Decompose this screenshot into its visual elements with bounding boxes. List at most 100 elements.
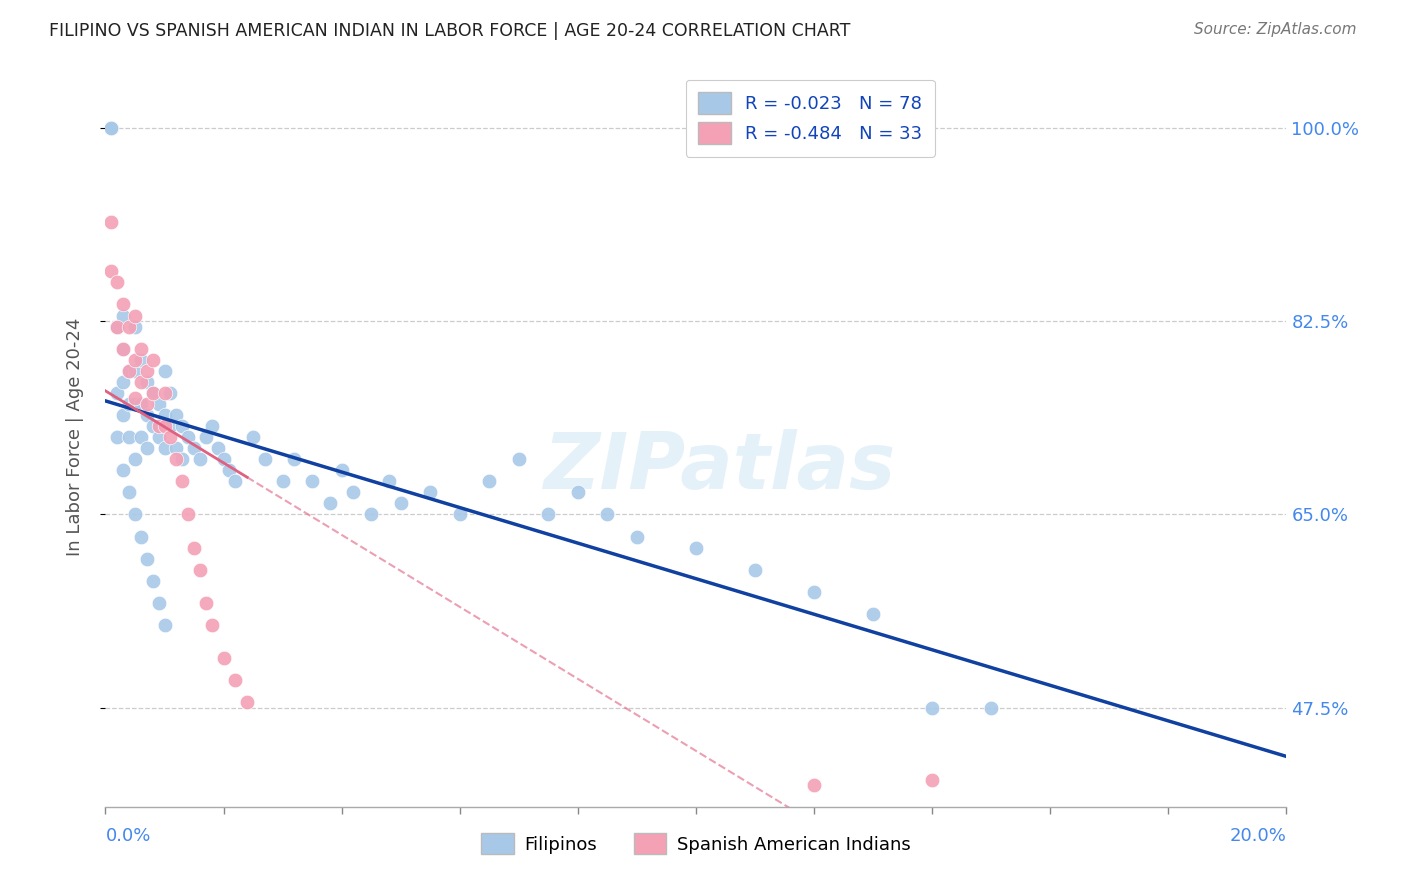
Point (153, 408, 176, 422)
Point (253, 452, 276, 467)
Point (201, 419, 224, 434)
Point (124, 352, 146, 367)
Point (129, 529, 152, 543)
Point (112, 408, 135, 422)
Point (148, 419, 170, 434)
Text: 0.0%: 0.0% (105, 827, 150, 845)
Point (165, 408, 187, 422)
Point (218, 463, 240, 477)
Point (271, 475, 294, 489)
Point (177, 508, 200, 522)
Point (118, 485, 141, 500)
Point (449, 508, 471, 522)
Point (389, 496, 412, 510)
Point (224, 673, 246, 688)
Point (153, 364, 176, 378)
Point (105, 319, 128, 334)
Point (142, 419, 165, 434)
Point (478, 475, 501, 489)
Text: ZIPatlas: ZIPatlas (544, 429, 896, 505)
Point (129, 352, 152, 367)
Point (105, 385, 128, 400)
Point (142, 574, 165, 588)
Point (419, 485, 441, 500)
Point (129, 342, 152, 356)
Point (129, 375, 152, 389)
Point (212, 452, 235, 467)
Point (124, 364, 146, 378)
Point (153, 618, 176, 632)
Point (744, 563, 766, 577)
Point (124, 319, 146, 334)
Point (188, 563, 211, 577)
Point (194, 430, 217, 444)
Point (142, 385, 165, 400)
Point (124, 397, 146, 411)
Point (148, 397, 170, 411)
Point (100, 120, 122, 135)
Point (118, 319, 141, 334)
Point (135, 397, 157, 411)
Point (112, 342, 135, 356)
Point (124, 392, 146, 406)
Point (685, 541, 707, 555)
Point (330, 463, 353, 477)
Point (135, 364, 157, 378)
Point (124, 508, 146, 522)
Point (153, 441, 176, 455)
Point (626, 529, 648, 543)
Point (207, 441, 229, 455)
Point (112, 342, 135, 356)
Point (124, 452, 146, 467)
Point (378, 475, 401, 489)
Point (224, 475, 246, 489)
Point (980, 701, 1002, 715)
Point (537, 508, 560, 522)
Point (236, 695, 259, 709)
Point (165, 452, 187, 467)
Point (129, 397, 152, 411)
Point (112, 375, 135, 389)
Point (165, 441, 187, 455)
Point (177, 430, 200, 444)
Text: FILIPINO VS SPANISH AMERICAN INDIAN IN LABOR FORCE | AGE 20-24 CORRELATION CHART: FILIPINO VS SPANISH AMERICAN INDIAN IN L… (49, 22, 851, 40)
Text: 20.0%: 20.0% (1230, 827, 1286, 845)
Point (124, 309, 146, 323)
Point (100, 120, 122, 135)
Point (118, 364, 141, 378)
Point (118, 430, 141, 444)
Point (105, 430, 128, 444)
Point (921, 701, 943, 715)
Point (188, 452, 211, 467)
Point (921, 772, 943, 787)
Point (142, 385, 165, 400)
Point (100, 214, 122, 228)
Point (100, 264, 122, 278)
Point (159, 385, 181, 400)
Point (153, 419, 176, 434)
Point (201, 618, 224, 632)
Point (803, 584, 825, 599)
Point (596, 508, 619, 522)
Point (172, 419, 194, 434)
Point (153, 385, 176, 400)
Point (100, 120, 122, 135)
Point (148, 430, 170, 444)
Point (803, 778, 825, 792)
Point (319, 496, 342, 510)
Point (508, 452, 530, 467)
Point (567, 485, 589, 500)
Point (112, 297, 135, 311)
Point (183, 441, 205, 455)
Text: Source: ZipAtlas.com: Source: ZipAtlas.com (1194, 22, 1357, 37)
Point (194, 596, 217, 610)
Point (112, 463, 135, 477)
Y-axis label: In Labor Force | Age 20-24: In Labor Force | Age 20-24 (66, 318, 84, 557)
Point (129, 430, 152, 444)
Point (242, 430, 264, 444)
Point (135, 375, 157, 389)
Point (135, 441, 157, 455)
Point (183, 541, 205, 555)
Point (105, 276, 128, 290)
Point (159, 430, 181, 444)
